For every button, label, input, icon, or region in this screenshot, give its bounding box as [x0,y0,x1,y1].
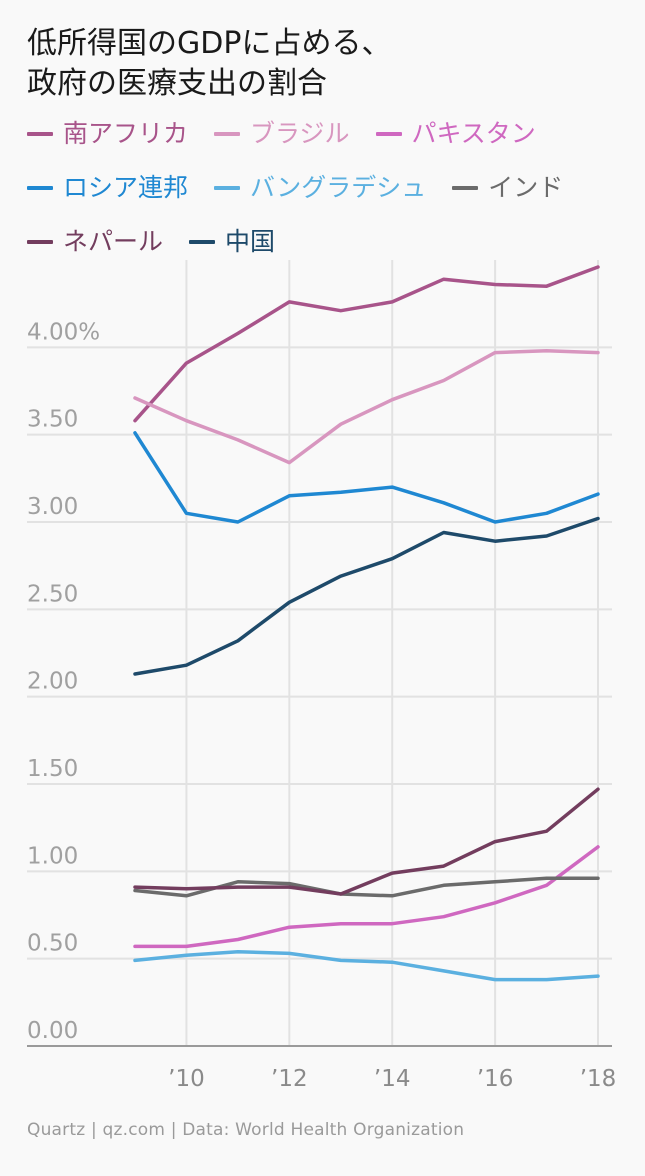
series-line [133,845,600,949]
x-tick-label: ’12 [271,1066,308,1092]
series-line [133,431,600,524]
line-chart: 0.00 0.50 1.00 1.50 2.00 2.50 3.00 3.50 4.00% ’10… [27,260,617,1092]
legend-label: ブラジル [250,119,350,148]
legend-item: バングラデシュ [214,172,426,204]
y-tick-label: 1.00 [27,843,78,869]
legend-swatch [27,240,53,244]
x-tick-label: ’18 [580,1066,617,1092]
series-line [133,516,600,676]
legend-label: インド [488,173,564,202]
legend-label: バングラデシュ [250,173,427,202]
legend-item: 南アフリカ [27,118,188,150]
series-line [133,949,600,982]
legend-row: 南アフリカ ブラジル パキスタン [27,118,637,150]
legend-item: インド [452,172,563,204]
series-line [133,349,600,465]
chart-legend: 南アフリカ ブラジル パキスタンロシア連邦 バングラデシュ インドネパール 中国 [27,118,637,280]
y-tick-label: 0.50 [27,931,78,957]
legend-swatch [189,240,216,244]
legend-item: ネパール [27,226,163,258]
source-note: Quartz | qz.com | Data: World Health Org… [27,1120,465,1140]
legend-row: ネパール 中国 [27,226,637,258]
legend-swatch [214,186,241,190]
legend-label: パキスタン [411,119,536,148]
legend-item: ロシア連邦 [27,172,188,204]
y-tick-label: 4.00% [27,319,100,345]
series-line [133,787,600,896]
legend-label: ネパール [63,227,164,256]
legend-swatch [27,186,53,190]
y-tick-label: 2.50 [27,581,78,607]
x-tick-label: ’10 [168,1066,205,1092]
y-tick-label: 2.00 [27,669,78,695]
y-tick-label: 3.00 [27,494,78,520]
chart-title-line-1: 低所得国のGDPに占める、 [27,26,392,61]
x-tick-label: ’14 [374,1066,411,1092]
x-tick-label: ’16 [477,1066,514,1092]
legend-item: ブラジル [214,118,350,150]
legend-label: 中国 [225,227,276,256]
legend-swatch [375,132,402,136]
y-tick-label: 3.50 [27,407,78,433]
y-tick-label: 1.50 [27,756,78,782]
series-line [133,265,600,423]
y-tick-label: 0.00 [27,1018,78,1044]
legend-item: パキスタン [375,118,536,150]
legend-label: 南アフリカ [63,119,189,148]
legend-swatch [214,132,241,136]
legend-label: ロシア連邦 [63,173,189,202]
legend-swatch [27,132,53,136]
legend-swatch [452,186,479,190]
legend-item: 中国 [189,226,275,258]
legend-row: ロシア連邦 バングラデシュ インド [27,172,637,204]
chart-title-line-2: 政府の医療支出の割合 [27,66,327,101]
chart-title: 低所得国のGDPに占める、 政府の医療支出の割合 [27,24,617,104]
